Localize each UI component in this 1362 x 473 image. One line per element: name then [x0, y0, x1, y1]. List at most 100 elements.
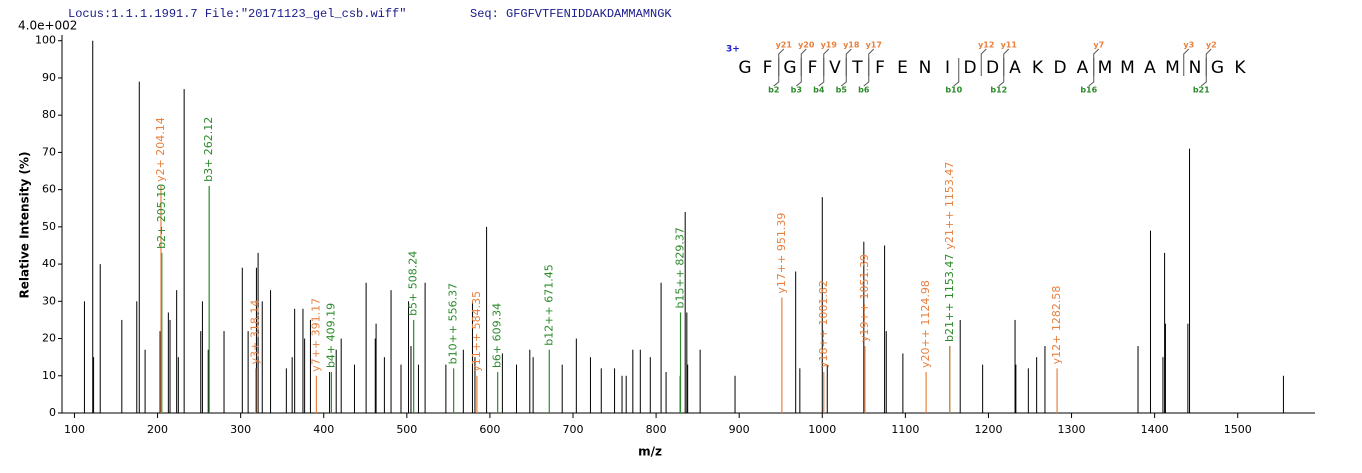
x-tick-label: 100 — [64, 423, 85, 436]
peak-label: b15++ 829.37 — [673, 227, 686, 308]
peak-label: b5+ 508.24 — [407, 251, 420, 316]
x-tick-label: 200 — [147, 423, 168, 436]
y-tick-label: 70 — [42, 145, 56, 158]
b-break-label: b12 — [990, 86, 1007, 95]
peak-label: y7++ 391.17 — [309, 298, 322, 372]
x-tick-label: 500 — [396, 423, 417, 436]
b-break-label: b5 — [836, 86, 848, 95]
y-break-label: y2 — [1206, 41, 1217, 50]
y-break-label: y7 — [1093, 41, 1104, 50]
peak-label: b3+ 262.12 — [202, 117, 215, 182]
residue: F — [763, 58, 773, 78]
x-tick-label: 600 — [479, 423, 500, 436]
peak-label: b21++ 1153.47 — [943, 254, 956, 342]
y-tick-label: 60 — [42, 183, 56, 196]
x-tick-label: 1500 — [1224, 423, 1252, 436]
residue: F — [808, 58, 818, 78]
y-tick-label: 10 — [42, 369, 56, 382]
x-tick-label: 800 — [646, 423, 667, 436]
b-break — [863, 58, 870, 87]
peak-label: b6+ 609.34 — [491, 303, 504, 368]
x-tick-label: 700 — [563, 423, 584, 436]
residue: I — [945, 58, 950, 78]
b-break — [998, 58, 1005, 87]
b-break — [840, 58, 847, 87]
x-tick-label: 1000 — [808, 423, 836, 436]
residue: E — [897, 58, 908, 78]
y-tick-label: 90 — [42, 71, 56, 84]
b-break — [953, 58, 960, 87]
peak-label: y2+ 204.14 — [154, 117, 167, 182]
y-tick-label: 30 — [42, 294, 56, 307]
y-break — [868, 48, 875, 76]
y-break-label: y21 — [776, 41, 793, 50]
residue: V — [829, 58, 841, 78]
peak-label: y19++ 1051.39 — [858, 254, 871, 342]
b-break — [773, 58, 780, 87]
y-tick-label: 20 — [42, 332, 56, 345]
x-axis-label: m/z — [638, 445, 662, 459]
residue: G — [738, 58, 751, 78]
residue: K — [1032, 58, 1044, 78]
y-break-label: y17 — [866, 41, 882, 50]
y-break — [845, 48, 852, 76]
residue: M — [1120, 58, 1135, 78]
b-break-label: b3 — [791, 86, 802, 95]
b-break — [1200, 58, 1207, 87]
y-break — [980, 48, 987, 76]
residue: M — [1165, 58, 1180, 78]
peak-label: b2+ 205.10 — [155, 184, 168, 249]
residue: D — [1053, 58, 1066, 78]
peak-label: b4+ 409.19 — [324, 303, 337, 368]
peak-label: y20++ 1124.98 — [919, 280, 932, 368]
b-break — [795, 58, 802, 87]
peak-label: b10++ 556.37 — [447, 283, 460, 364]
residue: T — [851, 58, 863, 78]
b-break-label: b16 — [1080, 86, 1097, 95]
y-tick-label: 50 — [42, 220, 56, 233]
y-break — [1003, 48, 1010, 76]
residue: G — [783, 58, 796, 78]
b-break-label: b21 — [1193, 86, 1210, 95]
y-tick-label: 80 — [42, 108, 56, 121]
peak-label: y3+ 318.14 — [249, 300, 262, 365]
x-tick-label: 1200 — [974, 423, 1002, 436]
charge-state: 3+ — [726, 45, 740, 55]
y-break-label: y18 — [843, 41, 860, 50]
b-break — [1088, 58, 1095, 87]
residue: A — [1077, 58, 1089, 78]
residue: A — [1144, 58, 1156, 78]
y-break-label: y3 — [1183, 41, 1194, 50]
residue: N — [919, 58, 932, 78]
peak-label: y18++ 1001.82 — [817, 280, 830, 368]
y-break-label: y12 — [978, 41, 994, 50]
y-break — [823, 48, 830, 76]
header: Locus:1.1.1.1991.7 File:"20171123_gel_cs… — [68, 7, 406, 21]
b-break-label: b2 — [768, 86, 779, 95]
peak-label: y17++ 951.39 — [775, 213, 788, 294]
y-break — [800, 48, 807, 76]
y-break-label: y19 — [821, 41, 838, 50]
residue: F — [875, 58, 885, 78]
x-tick-label: 1400 — [1141, 423, 1169, 436]
residue: A — [1009, 58, 1021, 78]
y-break-label: y11 — [1001, 41, 1018, 50]
residue: D — [986, 58, 999, 78]
y-axis-label: Relative Intensity (%) — [18, 152, 32, 299]
residue: K — [1234, 58, 1246, 78]
residue: M — [1098, 58, 1113, 78]
x-tick-label: 400 — [313, 423, 334, 436]
residue: D — [963, 58, 976, 78]
y-break-label: y20 — [798, 41, 815, 50]
sequence-title: Seq: GFGFVTFENIDDAKDAMMAMNGK — [470, 7, 672, 21]
x-tick-label: 300 — [230, 423, 251, 436]
y-tick-label: 100 — [35, 34, 56, 47]
peak-label: y11++ 584.35 — [470, 291, 483, 372]
b-break-label: b10 — [945, 86, 962, 95]
peak-label: y21++ 1153.47 — [943, 162, 956, 250]
scale-label: 4.0e+002 — [18, 19, 77, 33]
x-tick-label: 1100 — [891, 423, 919, 436]
peak-label: b12++ 671.45 — [542, 264, 555, 345]
residue: N — [1189, 58, 1202, 78]
